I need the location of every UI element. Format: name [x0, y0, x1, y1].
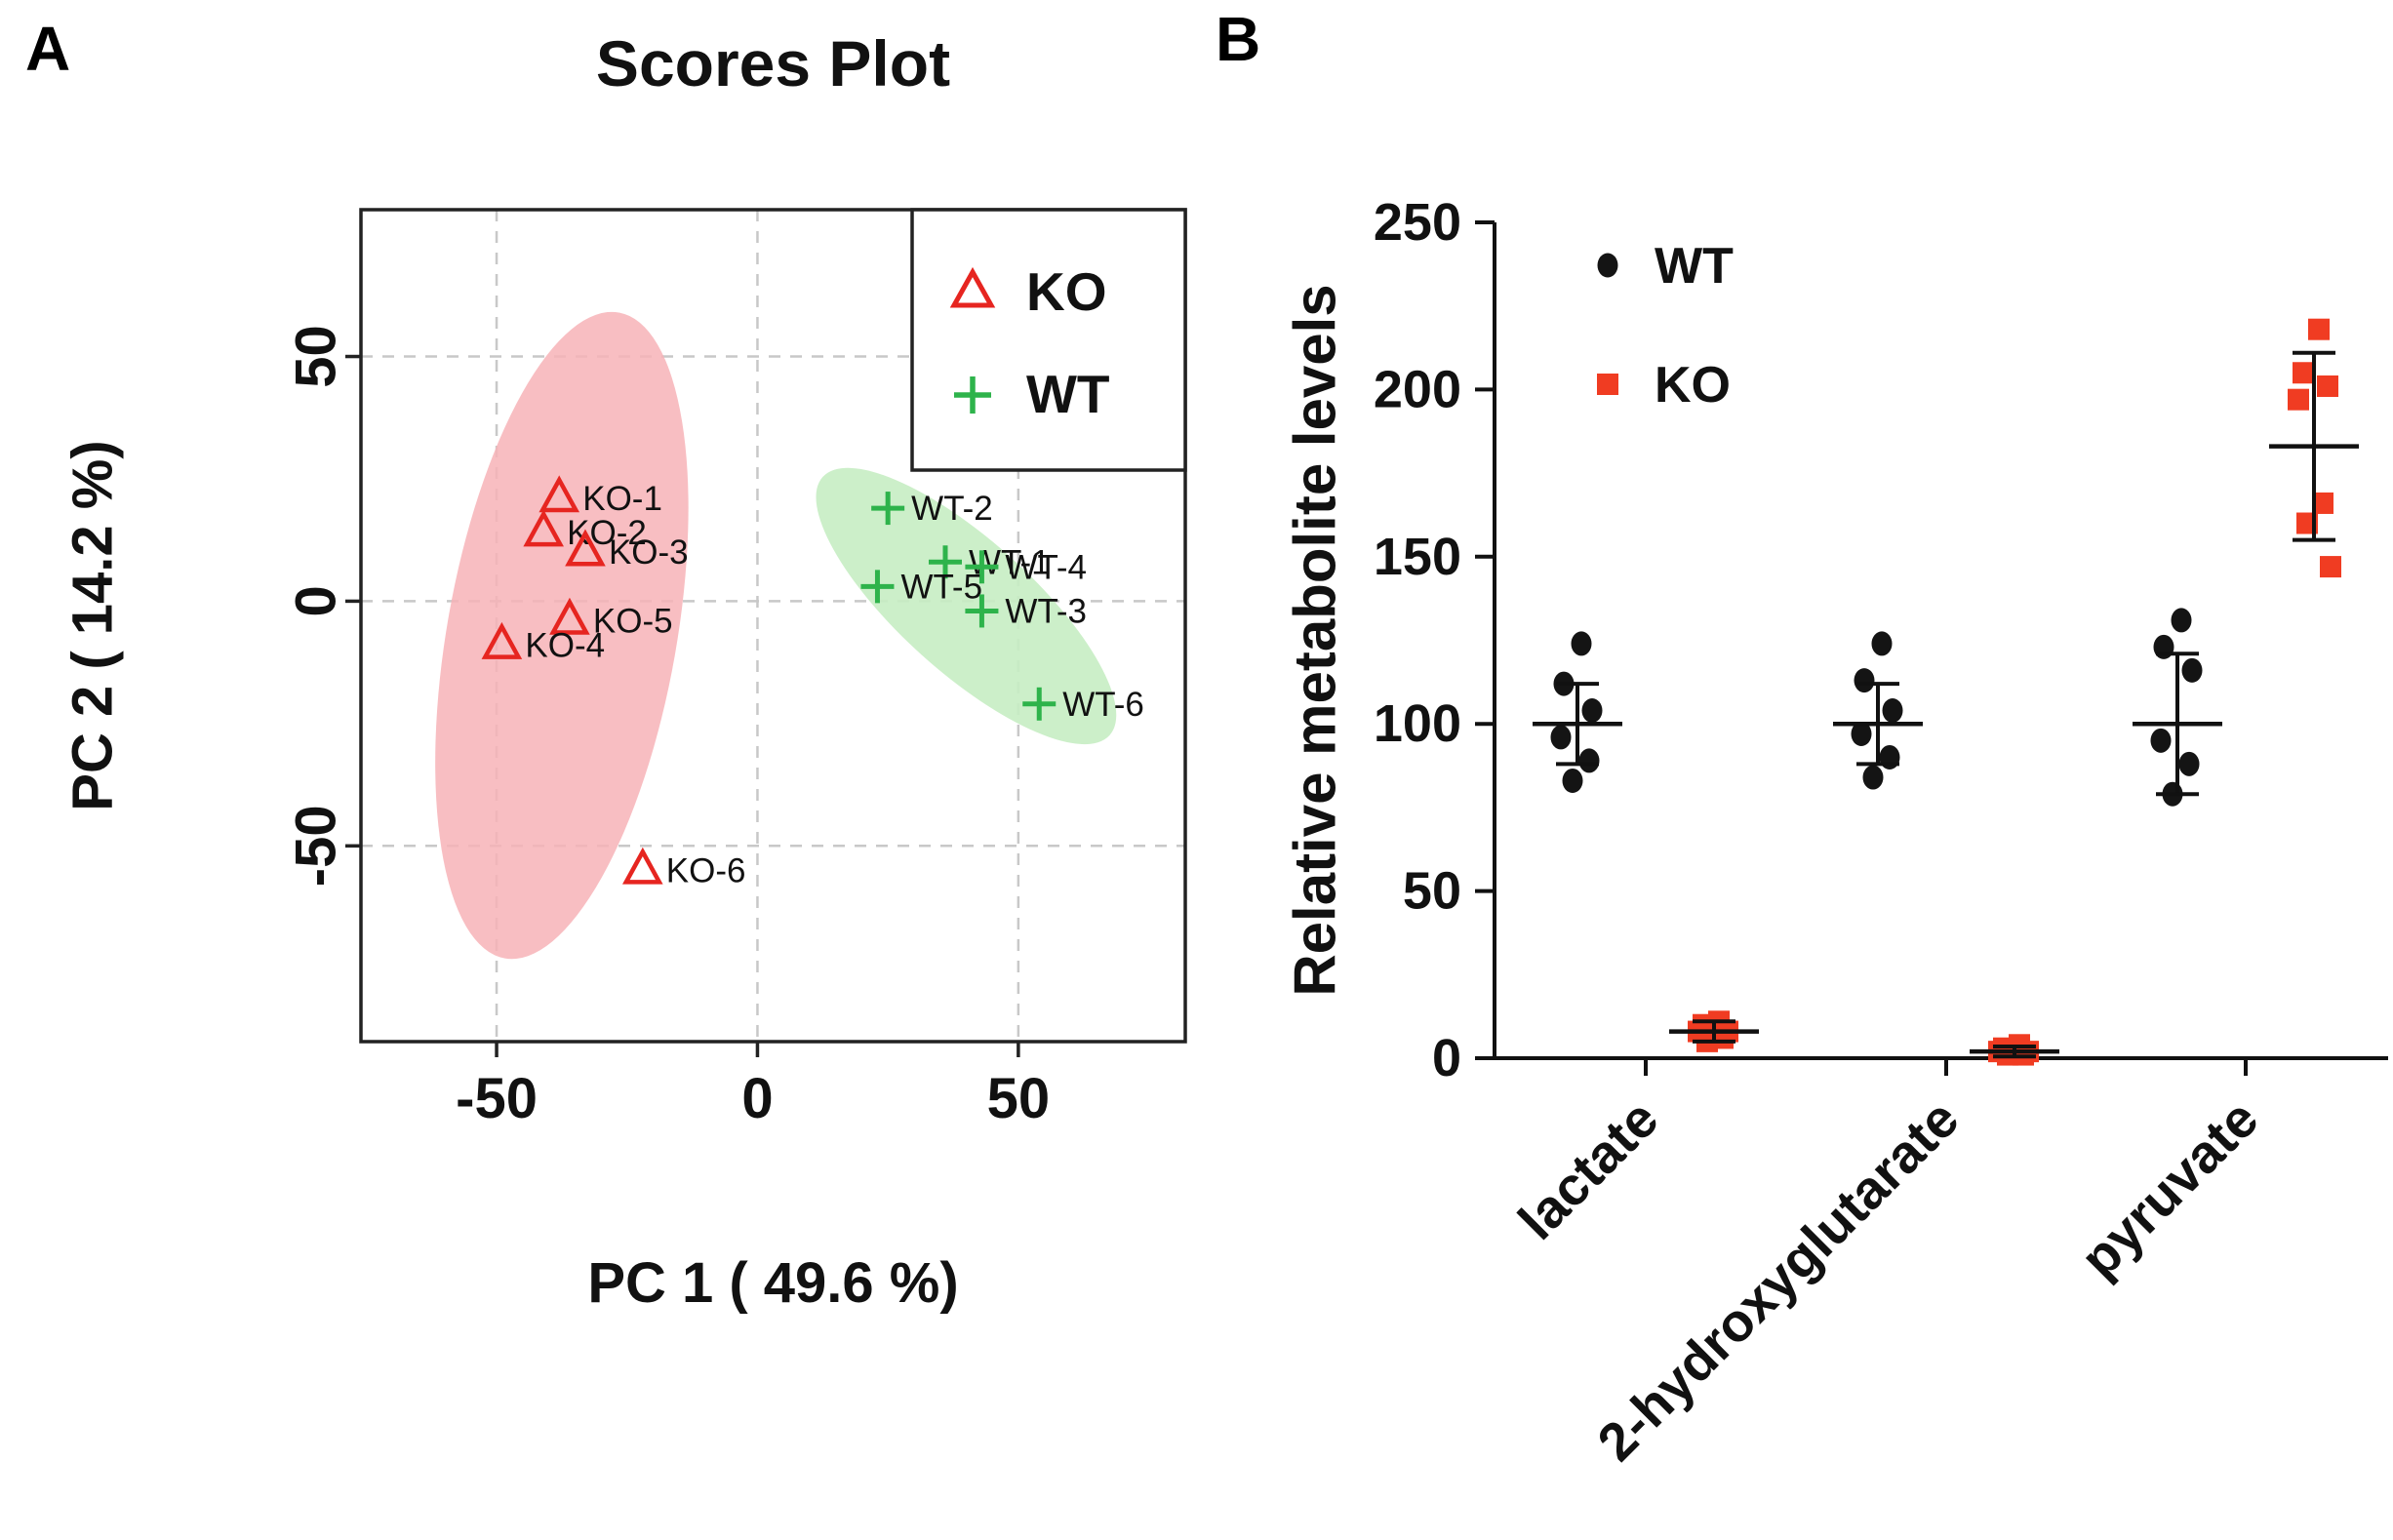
- y-tick-label: 0: [285, 585, 348, 616]
- wt-data-point: [2171, 608, 2192, 633]
- wt-data-point: [1581, 697, 1603, 723]
- scores-plot-title: Scores Plot: [596, 27, 950, 99]
- legend-ko-triangle-icon: [949, 266, 996, 308]
- x-axis-title: PC 1 ( 49.6 %): [587, 1251, 958, 1315]
- wt-data-point: [1851, 721, 1872, 746]
- b-y-tick-label: 100: [1374, 694, 1461, 753]
- wt-data-point: [2150, 728, 2172, 753]
- x-tick-label: -50: [456, 1067, 538, 1130]
- wt-data-point: [1882, 697, 1903, 723]
- wt-data-point: [1862, 765, 1884, 790]
- sample-label: WT-3: [1005, 592, 1087, 630]
- y-tick-label: 50: [285, 325, 348, 388]
- pca-scores-plot: Scores PlotKO-1KO-2KO-3KO-5KO-4KO-6WT-2W…: [61, 27, 1187, 1315]
- wt-data-point: [1578, 748, 1600, 773]
- sample-label: WT-5: [900, 568, 982, 606]
- sample-label: WT-6: [1062, 686, 1144, 724]
- legend-label: KO: [1026, 261, 1107, 322]
- sample-label: KO-1: [582, 480, 662, 518]
- panel-b-label: B: [1216, 4, 1261, 74]
- ko-cluster-ellipse: [435, 311, 689, 960]
- ko-data-point: [2308, 318, 2330, 340]
- sample-label: KO-4: [525, 627, 605, 665]
- wt-data-point: [2181, 657, 2203, 683]
- sample-label: KO-5: [593, 602, 673, 640]
- ko-sample-marker: [538, 475, 580, 513]
- panel-a-label: A: [25, 14, 71, 84]
- b-category-label: lactate: [1506, 1088, 1669, 1251]
- sample-label: KO-3: [609, 533, 689, 572]
- ko-sample-marker: [523, 509, 564, 547]
- y-axis-title: PC 2 ( 14.2 %): [61, 440, 125, 810]
- metabolite-levels-plot: 0 50 100 150 200 250 Relative metabolite level…: [1283, 193, 2388, 1473]
- sample-label: WT-2: [911, 490, 993, 528]
- sample-label: KO-6: [666, 851, 746, 889]
- b-legend-label: WT: [1655, 238, 1734, 295]
- b-y-tick-label: 0: [1432, 1029, 1461, 1087]
- x-tick-label: 0: [741, 1067, 773, 1130]
- b-y-tick-label: 150: [1374, 528, 1461, 586]
- ko-data-point: [2293, 362, 2314, 384]
- b-legend-ko-square-icon: [1597, 374, 1618, 395]
- wt-data-point: [1571, 631, 1592, 656]
- legend-label: WT: [1026, 364, 1110, 424]
- plot-border: [359, 208, 1187, 1044]
- b-y-axis-title: Relative metabolite levels: [1283, 284, 1348, 996]
- b-y-tick-label: 200: [1374, 360, 1461, 418]
- b-y-tick-label: 250: [1374, 193, 1461, 252]
- ko-data-point: [2312, 492, 2333, 514]
- wt-data-point: [2178, 751, 2200, 776]
- b-legend-wt-circle-icon: [1597, 253, 1618, 278]
- b-category-label: pyruvate: [2069, 1088, 2270, 1289]
- x-tick-label: 50: [987, 1067, 1051, 1130]
- ko-sample-marker: [565, 529, 606, 567]
- wt-data-point: [1871, 631, 1893, 656]
- wt-cluster-ellipse: [816, 467, 1117, 745]
- y-tick-label: -50: [285, 805, 348, 887]
- ko-data-point: [2317, 375, 2338, 397]
- ko-sample-marker: [549, 597, 590, 635]
- ko-sample-marker: [481, 621, 523, 659]
- wt-data-point: [1854, 668, 1875, 693]
- sample-label: WT-4: [1005, 548, 1087, 586]
- ko-sample-marker: [621, 847, 663, 885]
- ko-data-point: [2288, 388, 2309, 411]
- wt-data-point: [1550, 725, 1572, 750]
- wt-data-point: [1562, 768, 1583, 793]
- legend-box: [910, 208, 1187, 472]
- b-legend-label: KO: [1655, 357, 1731, 414]
- ko-data-point: [2320, 556, 2341, 578]
- b-y-tick-label: 50: [1403, 862, 1461, 921]
